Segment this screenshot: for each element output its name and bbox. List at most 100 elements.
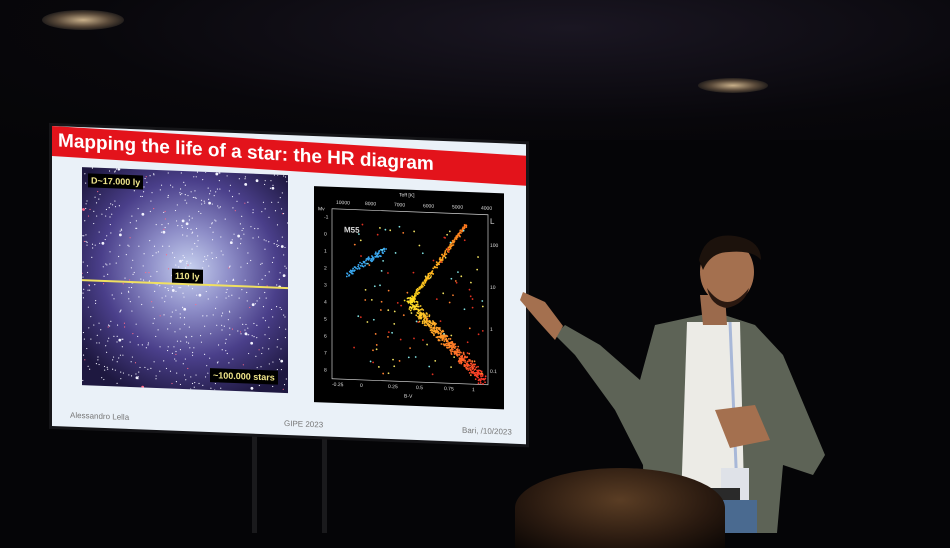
star [277,201,279,203]
axis-tick-label: 2 [324,265,327,272]
axis-tick-label: 0 [360,382,363,389]
star [190,228,192,231]
star [215,172,219,176]
hr-star-point [393,310,396,313]
star [133,271,135,274]
star [261,278,263,280]
star [207,255,209,257]
star [281,192,283,194]
star [114,200,116,202]
hr-star-point [369,259,372,262]
star [145,176,147,178]
hr-star-point [465,363,468,366]
star [167,328,169,330]
hr-star-point [391,331,393,334]
axis-tick-label: 0.25 [388,383,398,391]
star [176,372,178,374]
hr-star-point [447,337,450,340]
star [90,315,92,318]
hr-star-point [432,259,435,262]
hr-star-point [445,338,447,341]
star [276,240,279,242]
hr-star-point [439,333,442,336]
hr-star-point [433,265,436,268]
star [91,167,94,169]
star [130,267,132,269]
star [181,225,183,227]
star [89,208,91,211]
star [185,222,189,226]
star [284,246,286,249]
star [228,267,230,269]
star [275,306,278,308]
star [129,341,131,343]
star [238,193,240,195]
star [138,245,140,247]
star [91,256,93,259]
hr-star-point [441,257,444,260]
hr-star-point [363,261,366,264]
star [153,208,155,210]
star [151,301,153,303]
star [256,336,258,339]
star [212,231,214,233]
hr-star-point [452,241,455,244]
star [112,368,114,370]
hr-star-point [371,255,373,257]
hr-star-point [351,272,354,275]
star [253,336,255,338]
star [265,240,267,242]
hr-star-point [409,309,412,312]
star [102,283,105,285]
star [276,284,278,286]
hr-star-point [472,366,474,369]
axis-tick-label: 0.75 [444,386,454,393]
hr-star-point [355,267,357,269]
star [107,273,109,275]
hr-diagram: Teff [K] 10000 8000 7000 6000 5000 4000 Mv -1… [314,186,504,410]
star [179,317,181,319]
axis-tick-label: 0.1 [490,368,497,376]
hr-star-point [439,335,442,337]
star [94,302,97,305]
star [83,338,85,340]
star [182,292,184,294]
star [185,379,187,381]
right-axis-label: L [490,216,495,226]
hr-star-point [373,285,376,288]
star [220,250,222,252]
hr-star-point [426,323,429,326]
star [167,289,169,292]
star [201,203,203,205]
star [102,266,104,268]
axis-tick-label: 6000 [423,203,435,210]
star [142,265,144,267]
hr-star-point [364,264,366,267]
star [118,255,120,258]
beard [707,288,749,308]
star [246,291,248,294]
star [184,194,186,196]
hr-star-point [436,264,438,267]
hr-star-point [459,229,462,232]
hr-star-point [360,255,362,257]
star [159,189,161,191]
star [217,361,219,363]
star [167,194,169,197]
bottom-axis-label: B-V [404,393,413,400]
star [103,378,105,381]
star [204,202,206,204]
star [103,365,106,368]
star [280,348,282,350]
star [163,228,165,230]
star [86,271,89,274]
star [163,360,165,362]
hr-star-point [380,270,383,272]
star [171,311,173,313]
star [245,323,247,326]
star [169,184,172,186]
star [175,220,178,222]
star [264,248,266,250]
star [255,355,257,357]
star [183,307,187,311]
